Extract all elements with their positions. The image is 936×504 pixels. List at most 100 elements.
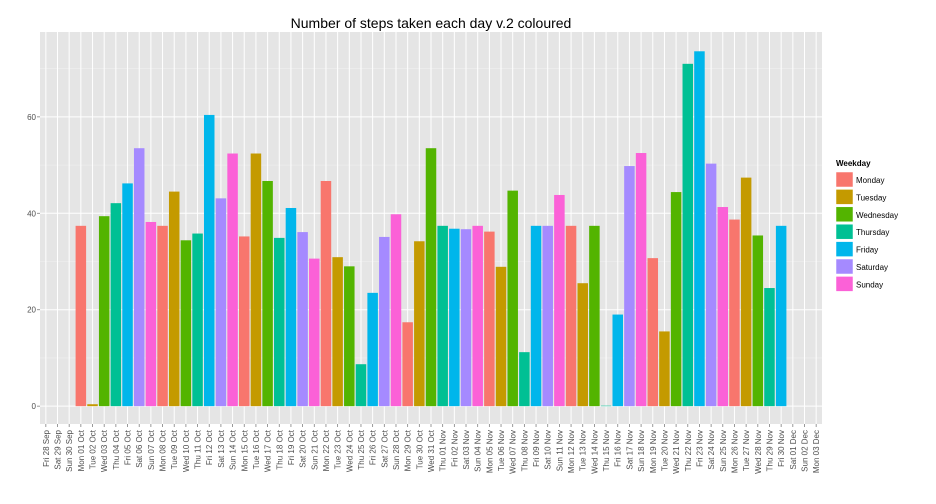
x-tick-label: Mon 26 Nov [730,430,739,473]
bar [449,228,460,407]
x-tick-label: Mon 01 Oct [77,429,86,471]
x-tick-label: Wed 21 Nov [672,430,681,474]
bar [460,229,472,407]
bar [180,240,192,407]
legend-label: Thursday [856,228,889,237]
x-tick-label: Fri 16 Nov [614,430,623,467]
x-tick-label: Fri 19 Oct [287,429,296,465]
bar [635,153,647,407]
bar [589,225,600,407]
x-tick-label: Tue 09 Oct [170,429,179,469]
x-tick-label: Sun 18 Nov [637,430,646,472]
bar [542,225,553,407]
bar [192,233,203,407]
bar [647,258,659,407]
x-tick-label: Wed 10 Oct [182,429,191,472]
legend-swatch [835,223,854,240]
bar [122,183,133,407]
x-tick-label: Wed 14 Nov [590,430,599,474]
x-tick-label: Fri 09 Nov [532,430,541,467]
legend-title: Weekday [836,159,871,168]
legend-swatch [835,241,854,257]
x-tick-label: Sun 04 Nov [474,430,483,472]
x-tick-label: Mon 08 Oct [159,429,168,471]
bar [110,203,122,407]
x-tick-label: Fri 30 Nov [777,430,786,467]
legend-swatch [835,189,854,205]
bar [157,225,168,407]
x-tick-label: Sun 21 Oct [310,429,319,470]
x-tick-label: Tue 06 Nov [497,430,506,471]
legend-label: Wednesday [856,211,898,220]
legend-label: Saturday [856,263,888,272]
bar [203,114,215,407]
x-tick-label: Fri 12 Oct [205,429,214,465]
x-tick-label: Thu 15 Nov [602,430,611,471]
bar [215,198,227,407]
x-tick-label: Fri 26 Oct [369,429,378,465]
bar [775,225,787,407]
x-tick-label: Mon 03 Dec [812,430,821,473]
x-tick-label: Sat 01 Dec [789,430,798,470]
bar [670,192,682,407]
legend-swatch [835,206,854,223]
bar [309,258,320,407]
x-tick-label: Tue 23 Oct [334,429,343,469]
y-tick-label: 0 [32,402,37,411]
bar [402,322,413,407]
x-tick-label: Wed 24 Oct [345,429,354,472]
y-tick-label: 40 [27,209,36,218]
bar [484,231,495,407]
bar [565,225,577,407]
x-tick-label: Sat 13 Oct [217,429,226,468]
bar [740,177,752,407]
x-tick-label: Sat 29 Sep [54,429,63,469]
x-tick-label: Thu 01 Nov [439,430,448,471]
x-tick-label: Mon 12 Nov [567,430,576,473]
x-tick-label: Tue 16 Oct [252,429,261,469]
bar [367,292,378,407]
bar [507,190,518,407]
x-axis-ticks: Fri 28 Sep Sat 29 Sep Sun 30 Sep Mon 01 Oct… [42,424,821,474]
bar [227,153,238,407]
x-tick-label: Sun 07 Oct [147,429,156,470]
x-tick-label: Wed 31 Oct [427,429,436,472]
y-tick-label: 60 [27,113,36,122]
y-axis-ticks: 0 20 40 60 [27,113,40,411]
bar [133,148,145,407]
bar [530,225,542,407]
bar [729,219,740,407]
bar [495,266,507,407]
legend-swatch [835,276,854,292]
x-tick-label: Thu 11 Oct [194,429,203,469]
legend-swatch [835,258,854,275]
bar [250,153,262,407]
bar [98,216,110,407]
x-tick-label: Sun 11 Nov [555,430,564,471]
bar [519,352,530,407]
x-tick-label: Fri 23 Nov [695,430,704,467]
bar [705,163,717,407]
x-tick-label: Mon 05 Nov [485,430,494,473]
bar [425,148,437,407]
bar [390,214,402,407]
x-tick-label: Thu 25 Oct [357,429,366,469]
x-tick-label: Sun 25 Nov [719,430,728,472]
bar [320,180,332,407]
bar [297,232,308,407]
bar [344,266,355,407]
bar [355,364,367,407]
x-tick-label: Sat 03 Nov [462,430,471,470]
bar [694,51,705,407]
x-tick-label: Tue 20 Nov [660,430,669,471]
x-tick-label: Fri 28 Sep [42,429,51,466]
bar [764,288,775,407]
legend-label: Tuesday [856,193,886,202]
x-tick-label: Mon 22 Oct [322,429,331,471]
x-tick-label: Mon 15 Oct [240,429,249,471]
bar [577,283,588,407]
x-tick-label: Thu 22 Nov [684,430,693,471]
bar [612,314,623,407]
x-tick-label: Thu 08 Nov [520,430,529,471]
